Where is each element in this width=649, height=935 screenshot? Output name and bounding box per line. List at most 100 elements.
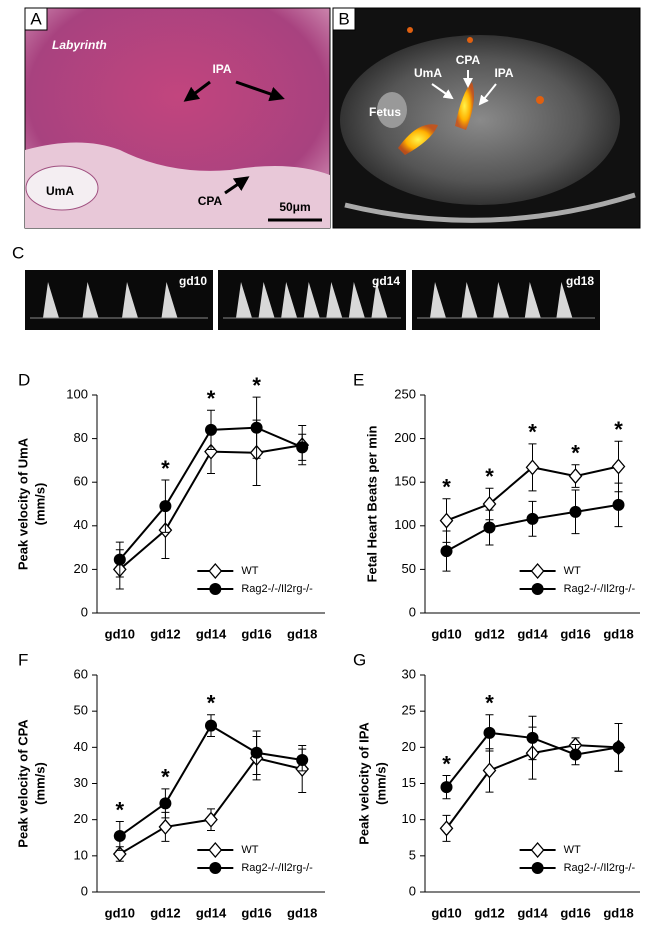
y-axis-title: (mm/s): [32, 483, 47, 526]
y-axis-title: Peak velocity of IPA: [356, 722, 371, 845]
arrow: [431, 83, 454, 100]
legend-label: WT: [564, 844, 581, 856]
point: [569, 505, 582, 518]
significance-mark: *: [161, 456, 170, 481]
x-tick-label: gd10: [431, 626, 461, 641]
point: [569, 748, 582, 761]
y-tick-label: 30: [74, 775, 88, 790]
legend-label: Rag2-/-/Il2rg-/-: [564, 583, 636, 595]
panel-label: G: [353, 650, 366, 669]
arrow: [224, 176, 250, 195]
x-tick-label: gd12: [474, 905, 504, 920]
x-tick-label: gd14: [196, 905, 227, 920]
x-tick-label: gd14: [517, 905, 548, 920]
x-tick-label: gd14: [196, 626, 227, 641]
point: [483, 726, 496, 739]
vessel-label: UmA: [414, 66, 442, 80]
y-tick-label: 20: [74, 561, 88, 576]
y-axis-title: Fetal Heart Beats per min: [364, 426, 379, 583]
point: [482, 762, 497, 779]
significance-mark: *: [207, 691, 216, 716]
significance-mark: *: [571, 441, 580, 466]
legend-label: Rag2-/-/Il2rg-/-: [241, 862, 313, 874]
point: [208, 563, 223, 579]
point: [113, 829, 126, 842]
vessel-label: IPA: [212, 62, 231, 76]
point: [159, 500, 172, 513]
y-tick-label: 60: [74, 474, 88, 489]
panel-label: E: [353, 370, 364, 389]
y-tick-label: 5: [409, 847, 416, 862]
significance-mark: *: [485, 464, 494, 489]
y-tick-label: 0: [409, 883, 416, 898]
waveform: [430, 282, 573, 318]
panel-label: A: [30, 9, 42, 28]
x-tick-label: gd16: [560, 626, 590, 641]
strip-label: gd18: [566, 274, 594, 288]
doppler-strip: [25, 270, 213, 330]
point: [525, 459, 540, 476]
y-tick-label: 60: [74, 666, 88, 681]
x-tick-label: gd14: [517, 626, 548, 641]
panel-a: A Labyrinth IPA UmA CPA 50μm: [24, 7, 331, 229]
y-tick-label: 10: [402, 811, 416, 826]
strip-label: gd14: [372, 274, 400, 288]
flow: [467, 37, 473, 43]
point: [611, 458, 626, 475]
label-box: [332, 7, 356, 31]
point: [612, 741, 625, 754]
y-tick-label: 50: [74, 703, 88, 718]
y-tick-label: 40: [74, 517, 88, 532]
x-tick-label: gd16: [560, 905, 590, 920]
y-tick-label: 10: [74, 847, 88, 862]
y-tick-label: 20: [402, 739, 416, 754]
panel-label: D: [18, 370, 30, 389]
significance-mark: *: [161, 765, 170, 790]
panel-label: F: [18, 650, 28, 669]
arrow: [183, 80, 211, 102]
doppler-strip: [412, 270, 600, 330]
point: [158, 818, 173, 835]
legend-label: Rag2-/-/Il2rg-/-: [564, 862, 636, 874]
flow: [536, 96, 544, 104]
x-tick-label: gd16: [241, 626, 271, 641]
significance-mark: *: [614, 417, 623, 442]
waveform: [43, 282, 178, 318]
point: [113, 553, 126, 566]
arrow: [478, 83, 497, 106]
point: [250, 421, 263, 434]
scale-label: 50μm: [279, 200, 310, 214]
tissue: [340, 35, 620, 205]
legend-label: WT: [241, 844, 258, 856]
y-tick-label: 100: [394, 517, 416, 532]
x-tick-label: gd18: [287, 905, 317, 920]
legend-label: WT: [241, 565, 258, 577]
series-line: [119, 757, 303, 855]
x-tick-label: gd12: [474, 626, 504, 641]
x-tick-label: gd18: [603, 905, 633, 920]
tissue: [25, 142, 330, 228]
point: [209, 583, 222, 595]
point: [209, 862, 222, 874]
fetus: [377, 92, 407, 128]
point: [205, 719, 217, 732]
y-tick-label: 40: [74, 739, 88, 754]
point: [250, 746, 263, 759]
point: [612, 498, 625, 511]
label-box: [24, 7, 48, 31]
flow: [398, 124, 438, 155]
panel-label: C: [12, 243, 24, 262]
vessel-label: CPA: [198, 194, 223, 208]
y-tick-label: 15: [402, 775, 416, 790]
x-tick-label: gd10: [105, 626, 135, 641]
y-tick-label: 25: [402, 703, 416, 718]
flow: [455, 82, 474, 130]
point: [296, 441, 309, 454]
point: [159, 797, 172, 810]
point: [440, 545, 453, 558]
point: [205, 423, 217, 436]
panel-label: B: [338, 9, 349, 28]
significance-mark: *: [485, 691, 494, 716]
vessel: [25, 165, 99, 211]
